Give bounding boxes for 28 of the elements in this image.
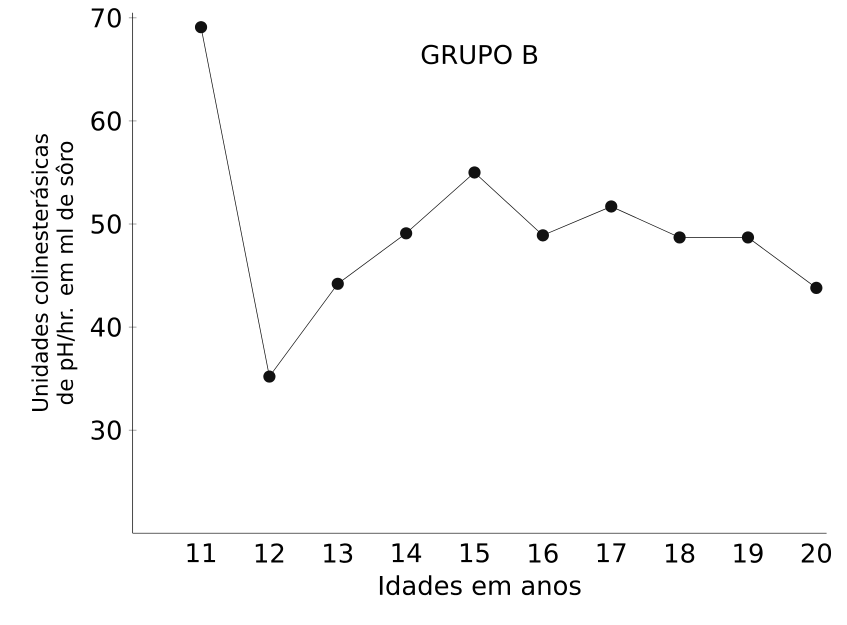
point [674,231,686,244]
point [536,229,549,242]
point [605,200,618,213]
x-tick-label: 15 [460,543,489,563]
point [742,231,754,244]
x-tick-label: 16 [529,543,558,563]
x-tick-label: 13 [324,543,352,563]
text: GRUPO B [422,44,538,64]
point [332,278,344,290]
x-tick-label: 19 [734,543,763,563]
x-tick-label: 11 [187,543,216,562]
y-tick-label: 40 [90,317,121,337]
y-tick-label: 50 [92,214,121,234]
y-tick-label: 60 [91,111,121,131]
y-tick-label: 30 [92,420,121,440]
x-tick-label: 14 [392,543,422,562]
point [263,370,276,383]
y-tick-label: 70 [92,8,121,28]
point [194,21,208,34]
x-tick-label: 12 [256,543,284,563]
point [810,282,822,294]
x-tick-label: 17 [598,543,626,562]
x-tick-label: 18 [666,543,694,563]
x-tick-label: 20 [802,543,832,563]
x-axis-title: Idades em anos [380,575,581,596]
y-axis-title: Unidades colinesterásicas de pH/hr. em ml de sôro [30,134,78,411]
point [400,227,412,240]
point [468,166,481,179]
